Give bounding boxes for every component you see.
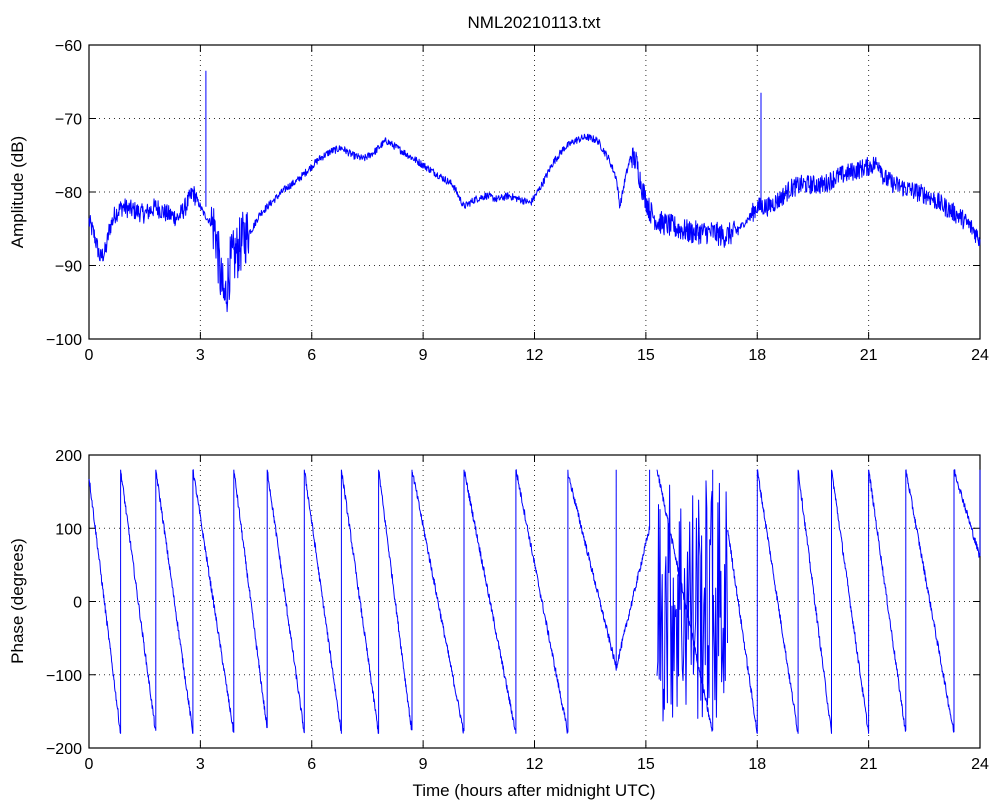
y-tick-label: 100	[55, 521, 82, 538]
x-tick-label: 6	[307, 756, 316, 773]
x-tick-label: 6	[307, 347, 316, 364]
amplitude-grid	[89, 45, 980, 339]
x-tick-label: 12	[526, 756, 544, 773]
x-tick-label: 9	[419, 756, 428, 773]
x-tick-label: 18	[748, 756, 766, 773]
y-tick-label: −100	[46, 332, 82, 349]
phase-plot: 0 3 6 9 12 15 18 21 24 200 100 0 −100 −200 Phase (de…	[8, 448, 989, 800]
x-tick-label: 15	[637, 756, 655, 773]
amplitude-plot: 0 3 6 9 12 15 18 21 24 −60 −70 −80 −90 −100 Amplitud…	[8, 38, 989, 364]
x-tick-label: 0	[85, 347, 94, 364]
chart-title: NML20210113.txt	[468, 13, 601, 32]
y-tick-label: −90	[55, 259, 82, 276]
y-tick-label: −100	[46, 668, 82, 685]
y-tick-label: 0	[73, 595, 82, 612]
phase-x-label: Time (hours after midnight UTC)	[412, 781, 655, 800]
phase-y-label: Phase (degrees)	[8, 538, 27, 664]
x-tick-label: 18	[748, 347, 766, 364]
x-tick-label: 3	[196, 756, 205, 773]
phase-x-ticks: 0 3 6 9 12 15 18 21 24	[85, 455, 989, 773]
amplitude-trace	[88, 70, 981, 313]
x-tick-label: 9	[419, 347, 428, 364]
y-tick-label: −70	[55, 112, 82, 129]
amplitude-y-label: Amplitude (dB)	[8, 136, 27, 248]
y-tick-label: −80	[55, 185, 82, 202]
x-tick-label: 21	[860, 347, 878, 364]
y-tick-label: 200	[55, 448, 82, 465]
phase-grid	[89, 455, 980, 748]
phase-trace	[88, 469, 981, 734]
x-tick-label: 24	[971, 347, 989, 364]
x-tick-label: 15	[637, 347, 655, 364]
x-tick-label: 21	[860, 756, 878, 773]
y-tick-label: −200	[46, 741, 82, 758]
phase-y-ticks: 200 100 0 −100 −200	[46, 448, 980, 758]
x-tick-label: 24	[971, 756, 989, 773]
x-tick-label: 0	[85, 756, 94, 773]
y-tick-label: −60	[55, 38, 82, 55]
x-tick-label: 3	[196, 347, 205, 364]
amplitude-x-ticks: 0 3 6 9 12 15 18 21 24	[85, 45, 989, 364]
x-tick-label: 12	[526, 347, 544, 364]
amplitude-y-ticks: −60 −70 −80 −90 −100	[46, 38, 980, 349]
